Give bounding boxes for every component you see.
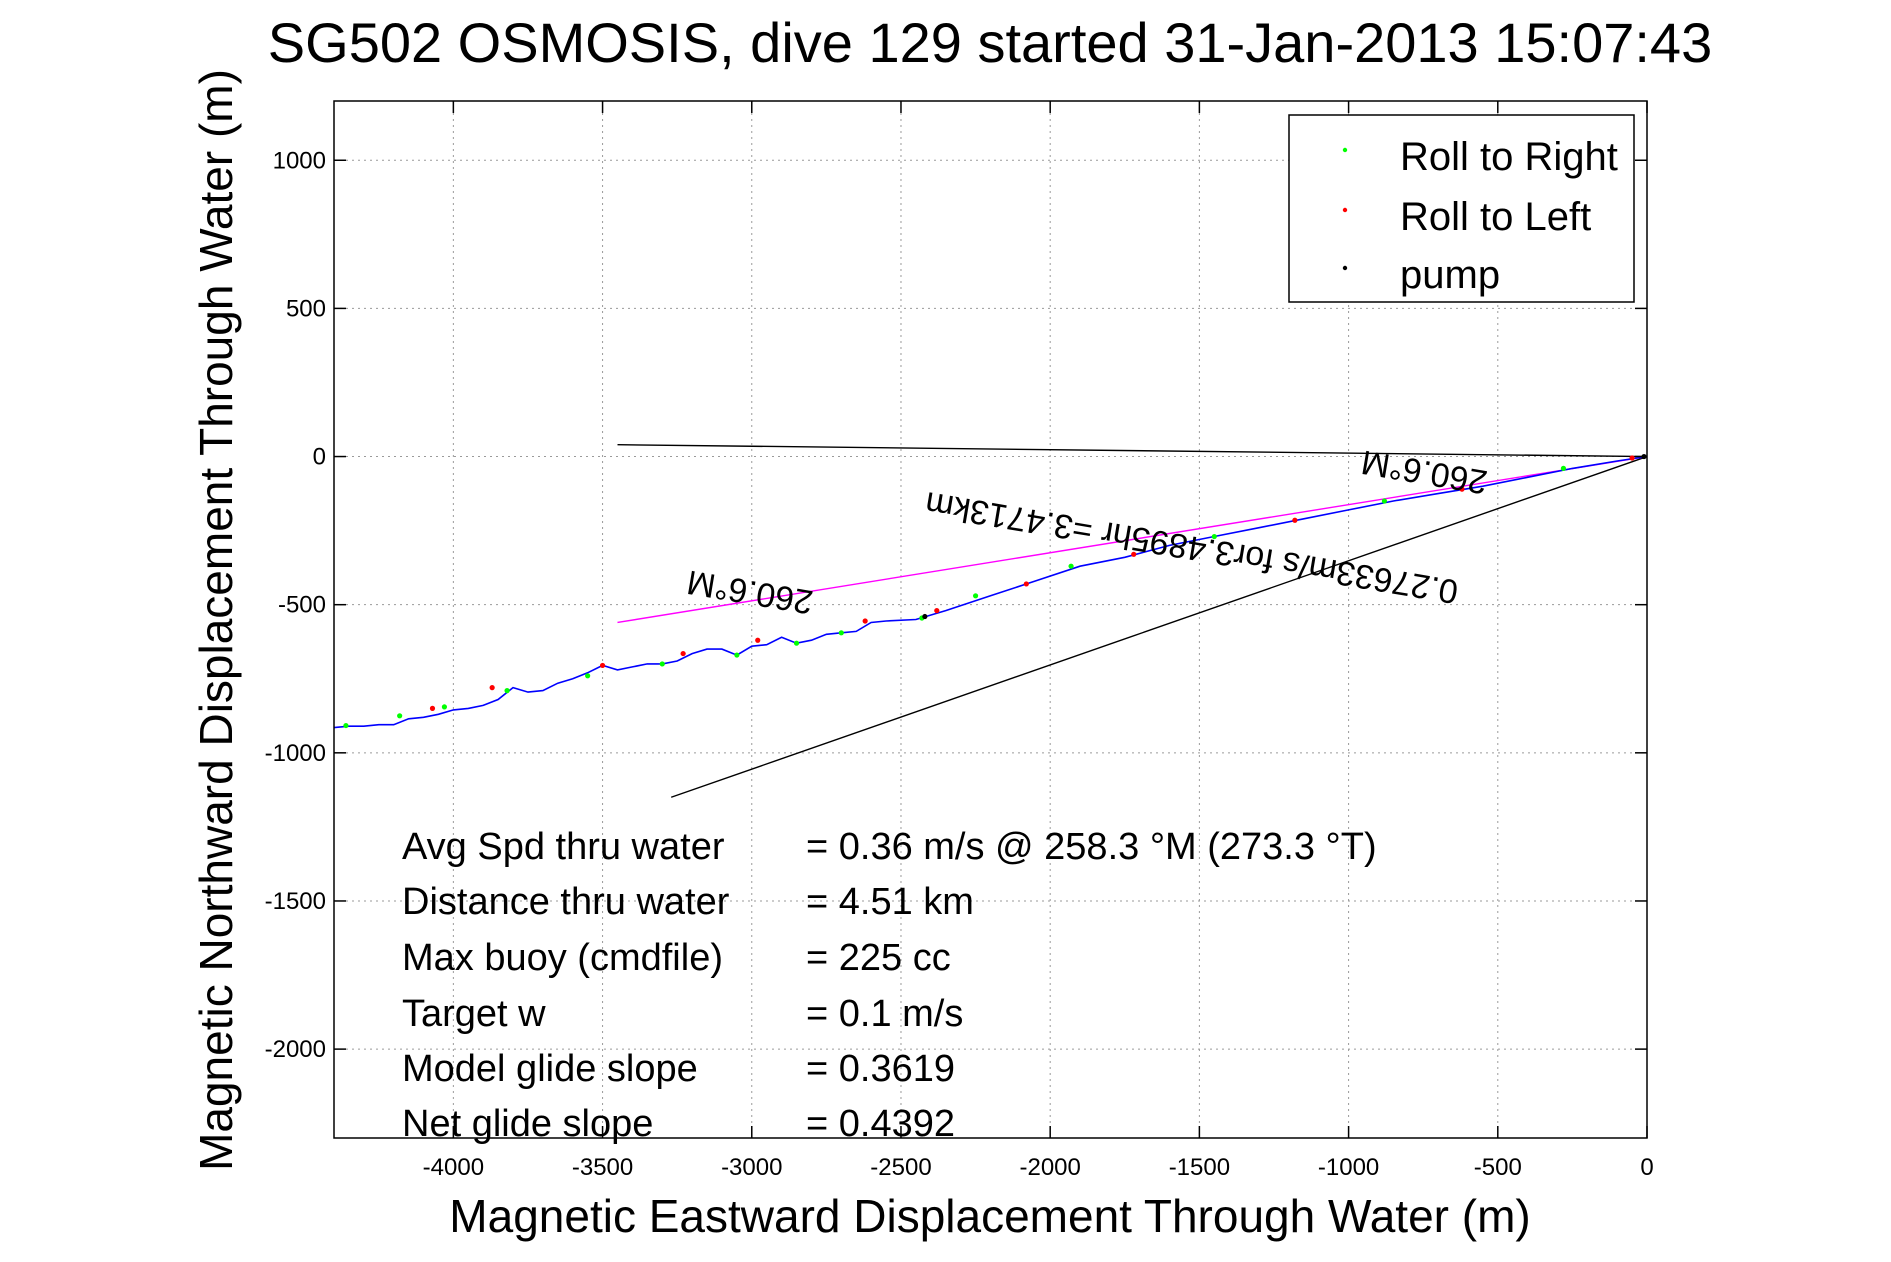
stat-label: Model glide slope	[402, 1048, 698, 1090]
roll-right-point	[1381, 498, 1387, 504]
y-tick-label: -1500	[265, 888, 326, 915]
y-tick-label: -500	[278, 592, 326, 619]
legend-marker-roll-right	[1342, 147, 1348, 153]
roll-right-point	[397, 713, 403, 719]
roll-left-point	[862, 618, 868, 624]
roll-right-point	[659, 661, 665, 667]
stat-value: = 0.3619	[806, 1048, 955, 1090]
roll-left-point	[489, 685, 495, 691]
y-tick-label: 500	[286, 295, 326, 322]
roll-right-point	[1211, 533, 1217, 540]
x-tick-label: -500	[1474, 1154, 1522, 1181]
legend-marker-pump	[1342, 265, 1348, 271]
roll-left-point	[680, 650, 686, 657]
x-axis-label: Magnetic Eastward Displacement Through W…	[449, 1190, 1530, 1242]
stat-label: Max buoy (cmdfile)	[402, 937, 723, 979]
x-tick-label: -2500	[870, 1154, 931, 1181]
roll-left-point	[599, 662, 606, 669]
roll-left-point	[1629, 455, 1635, 461]
stat-label: Target w	[402, 993, 546, 1035]
stat-label: Avg Spd thru water	[402, 826, 725, 868]
roll-right-point	[1560, 465, 1567, 471]
x-tick-label: -2000	[1019, 1154, 1080, 1181]
pump-point	[922, 613, 928, 620]
roll-right-point	[972, 593, 979, 599]
x-tick-label: 0	[1640, 1154, 1653, 1181]
roll-right-point	[793, 640, 800, 646]
plot-series	[333, 443, 1648, 798]
stats-block: Avg Spd thru water = 0.36 m/s @ 258.3 °M…	[402, 826, 1377, 1145]
y-axis-label: Magnetic Northward Displacement Through …	[190, 69, 242, 1171]
x-tick-label: -3500	[572, 1154, 633, 1181]
x-tick-label: -1000	[1318, 1154, 1379, 1181]
stat-value: = 0.1 m/s	[806, 993, 963, 1035]
roll-left-point	[429, 705, 436, 711]
roll-left-point	[1131, 551, 1137, 557]
y-tick-label: -1000	[265, 740, 326, 767]
x-tick-label: -4000	[423, 1154, 484, 1181]
heading-line	[617, 455, 1648, 624]
stat-value: = 225 cc	[806, 937, 951, 979]
roll-left-point	[1023, 581, 1029, 587]
x-tick-label: -3000	[721, 1154, 782, 1181]
y-tick-label: -2000	[265, 1036, 326, 1063]
stat-value: = 0.36 m/s @ 258.3 °M (273.3 °T)	[806, 826, 1377, 868]
roll-right-point	[441, 704, 448, 710]
legend-label-pump: pump	[1400, 253, 1500, 297]
chart-title: SG502 OSMOSIS, dive 129 started 31-Jan-2…	[268, 11, 1712, 74]
y-tick-label: 1000	[273, 147, 326, 174]
roll-right-point	[838, 630, 844, 636]
roll-right-point	[504, 688, 510, 694]
stat-value: = 0.4392	[806, 1103, 955, 1145]
stat-label: Net glide slope	[402, 1103, 653, 1145]
stat-label: Distance thru water	[402, 881, 730, 923]
roll-left-point	[934, 608, 940, 614]
axis-ticks: -4000 -3500 -3000 -2500 -2000 -1500 -1000 -500 0…	[265, 101, 1654, 1181]
legend-label-roll-left: Roll to Left	[1400, 195, 1591, 239]
plot-area-frame	[333, 100, 1648, 1139]
stat-value: = 4.51 km	[806, 881, 974, 923]
legend: Roll to Right Roll to Left pump	[1288, 114, 1635, 303]
roll-right-point	[585, 673, 591, 679]
x-tick-label: -1500	[1169, 1154, 1230, 1181]
roll-right-point	[734, 652, 740, 658]
roll-left-point	[1292, 517, 1298, 523]
reference-line	[617, 443, 1648, 458]
legend-marker-roll-left	[1342, 207, 1348, 213]
roll-right-point	[343, 722, 349, 729]
y-tick-label: 0	[313, 444, 326, 471]
legend-label-roll-right: Roll to Right	[1400, 135, 1618, 179]
roll-left-point	[755, 637, 761, 643]
reference-line	[670, 455, 1648, 798]
dive-track-line	[333, 455, 1648, 729]
roll-right-point	[1068, 563, 1074, 569]
roll-left-point	[1459, 486, 1465, 492]
